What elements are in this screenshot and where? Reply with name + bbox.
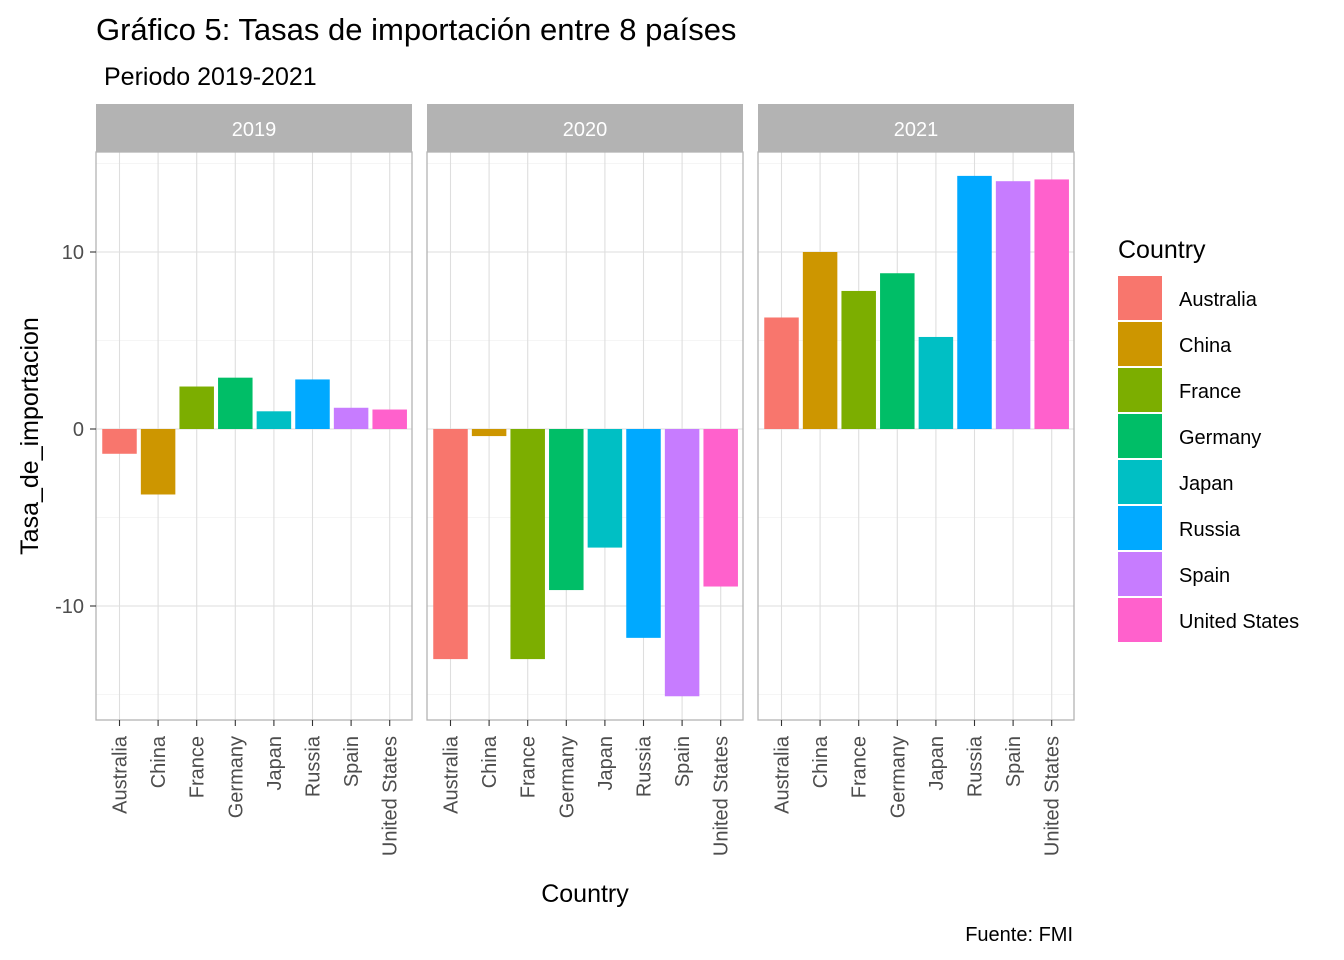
bar-2020-china: [471, 429, 507, 437]
legend-key-russia: [1118, 506, 1162, 550]
facet-strip-label: 2019: [232, 119, 277, 141]
bar-2020-germany: [549, 429, 584, 591]
x-tick-label: United States: [711, 736, 733, 856]
legend-key-spain: [1118, 552, 1162, 596]
legend-key-united-states: [1118, 598, 1162, 642]
bar-2021-china: [802, 252, 838, 429]
facet-strip-label: 2020: [563, 119, 608, 141]
x-tick-label: United States: [1042, 736, 1064, 856]
bar-2021-france: [841, 290, 876, 429]
legend: Country Australia China France Germany Japan…: [1118, 236, 1299, 642]
x-tick-label: Australia: [772, 735, 794, 814]
facet-panel-2021: 2021 Australia China France Germany Japan Russ…: [757, 104, 1075, 856]
bar-2021-japan: [918, 336, 954, 429]
facet-panel-2019: 2019 Australia China France Germany Japan Russ…: [95, 104, 413, 856]
bar-2019-china: [140, 429, 176, 495]
x-tick-label: Japan: [264, 736, 286, 791]
x-tick-label: Spain: [341, 736, 363, 787]
x-tick-label: China: [810, 735, 832, 788]
x-tick-label: Russia: [965, 735, 987, 797]
legend-key-germany: [1118, 414, 1162, 458]
legend-label: Russia: [1179, 519, 1241, 541]
legend-label: Japan: [1179, 473, 1234, 495]
facet-strip: [427, 104, 743, 152]
panel-border: [95, 151, 413, 721]
x-tick-label: Spain: [1003, 736, 1025, 787]
chart-caption: Fuente: FMI: [965, 924, 1073, 946]
x-tick-label: France: [849, 736, 871, 798]
y-axis-title: Tasa_de_importacion: [16, 317, 44, 555]
bar-2020-spain: [664, 429, 700, 697]
x-tick-label: Germany: [887, 736, 909, 818]
bar-2020-australia: [433, 429, 468, 660]
chart-title: Gráfico 5: Tasas de importación entre 8 …: [96, 12, 736, 47]
y-tick-label: 10: [62, 242, 84, 264]
y-axis: 10 0 -10: [55, 242, 96, 618]
bar-2019-japan: [256, 411, 292, 429]
bar-2020-united-states: [703, 429, 738, 587]
facet-strip: [96, 104, 412, 152]
facet-panel-2020: 2020 Australia China France Germany Japan Russ…: [426, 104, 744, 856]
x-tick-label: China: [148, 735, 170, 788]
legend-key-france: [1118, 368, 1162, 412]
legend-key-australia: [1118, 276, 1162, 320]
bar-2019-spain: [333, 407, 369, 429]
legend-label: United States: [1179, 611, 1299, 633]
bar-2021-australia: [764, 317, 799, 429]
bar-2019-united-states: [372, 409, 407, 429]
x-tick-label: France: [518, 736, 540, 798]
x-tick-label: Japan: [926, 736, 948, 791]
bar-2019-france: [179, 386, 214, 429]
x-tick-label: Spain: [672, 736, 694, 787]
panel-border: [426, 151, 744, 721]
x-tick-label: Australia: [110, 735, 132, 814]
legend-label: Australia: [1179, 289, 1258, 311]
legend-label: Germany: [1179, 427, 1261, 449]
x-tick-label: China: [479, 735, 501, 788]
x-tick-label: Russia: [634, 735, 656, 797]
bar-2020-russia: [626, 429, 661, 638]
x-tick-label: Germany: [225, 736, 247, 818]
x-tick-label: Germany: [556, 736, 578, 818]
bar-2021-germany: [880, 273, 915, 429]
bar-2021-united-states: [1034, 179, 1069, 429]
legend-label: France: [1179, 381, 1241, 403]
bar-2020-japan: [587, 429, 623, 548]
y-tick-label: -10: [55, 596, 84, 618]
legend-key-japan: [1118, 460, 1162, 504]
x-axis-title: Country: [541, 880, 629, 908]
bar-2019-germany: [218, 377, 253, 429]
bar-2019-australia: [102, 429, 137, 454]
bar-2020-france: [510, 429, 545, 660]
y-tick-label: 0: [73, 419, 84, 441]
panel-border: [757, 151, 1075, 721]
bar-2021-spain: [995, 181, 1031, 429]
legend-label: China: [1179, 335, 1232, 357]
legend-title: Country: [1118, 236, 1206, 264]
facet-strip-label: 2021: [894, 119, 939, 141]
x-tick-label: Australia: [441, 735, 463, 814]
x-tick-label: Russia: [303, 735, 325, 797]
facet-panels: 2019 Australia China France Germany Japan Russ…: [95, 104, 1075, 856]
legend-label: Spain: [1179, 565, 1230, 587]
legend-key-china: [1118, 322, 1162, 366]
bar-2019-russia: [295, 379, 330, 429]
bar-2021-russia: [957, 175, 992, 429]
x-tick-label: France: [187, 736, 209, 798]
facet-strip: [758, 104, 1074, 152]
chart-subtitle: Periodo 2019-2021: [104, 63, 317, 91]
x-tick-label: Japan: [595, 736, 617, 791]
x-tick-label: United States: [380, 736, 402, 856]
